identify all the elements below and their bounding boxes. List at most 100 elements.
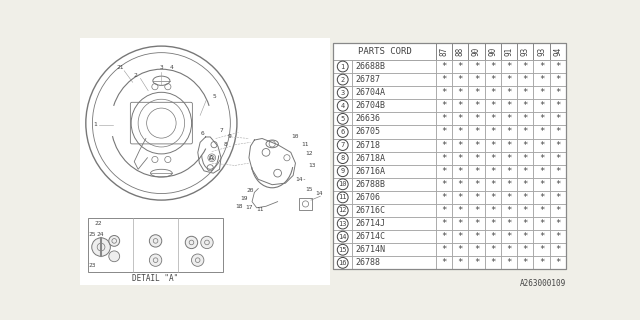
Bar — [333, 191, 352, 204]
Bar — [468, 112, 484, 125]
Bar — [436, 243, 452, 256]
Bar — [517, 60, 533, 73]
Bar — [333, 152, 352, 165]
Bar — [333, 43, 436, 60]
Bar — [517, 230, 533, 243]
Bar — [484, 217, 501, 230]
Text: *: * — [555, 167, 561, 176]
Bar — [533, 204, 550, 217]
Bar — [452, 152, 468, 165]
Text: *: * — [555, 114, 561, 124]
Text: *: * — [458, 88, 463, 97]
Bar — [501, 60, 517, 73]
Circle shape — [337, 114, 348, 124]
Text: *: * — [506, 127, 511, 136]
Text: *: * — [490, 245, 495, 254]
Text: 7: 7 — [220, 128, 224, 133]
Bar — [452, 73, 468, 86]
Text: DETAIL "A": DETAIL "A" — [132, 274, 179, 283]
Bar — [550, 191, 566, 204]
Text: *: * — [555, 62, 561, 71]
Bar — [484, 243, 501, 256]
Bar — [333, 86, 352, 99]
Text: 26718: 26718 — [356, 140, 381, 149]
Bar — [468, 204, 484, 217]
Bar — [550, 217, 566, 230]
Text: 16: 16 — [339, 260, 347, 266]
Text: *: * — [539, 167, 544, 176]
Bar — [484, 152, 501, 165]
Text: 3: 3 — [340, 90, 345, 96]
Bar — [333, 178, 352, 191]
Bar — [352, 230, 436, 243]
Bar — [333, 256, 352, 269]
Text: 6: 6 — [200, 131, 204, 136]
Text: 26788B: 26788B — [356, 180, 386, 189]
Text: 23: 23 — [89, 263, 96, 268]
Text: 26718A: 26718A — [356, 154, 386, 163]
Bar — [484, 125, 501, 139]
Bar — [436, 43, 452, 60]
Text: 9: 9 — [228, 134, 232, 140]
Bar — [468, 243, 484, 256]
Text: *: * — [539, 154, 544, 163]
Text: *: * — [522, 245, 528, 254]
Bar — [468, 230, 484, 243]
Text: *: * — [458, 75, 463, 84]
Text: *: * — [522, 193, 528, 202]
Text: *: * — [458, 180, 463, 189]
Bar — [352, 60, 436, 73]
Bar — [436, 217, 452, 230]
Circle shape — [337, 192, 348, 203]
Bar — [333, 112, 352, 125]
Text: 12: 12 — [339, 207, 347, 213]
Bar — [436, 256, 452, 269]
Text: *: * — [506, 140, 511, 149]
Circle shape — [337, 127, 348, 137]
Bar — [484, 230, 501, 243]
Text: *: * — [441, 75, 447, 84]
Circle shape — [201, 236, 213, 249]
Text: *: * — [506, 114, 511, 124]
Text: *: * — [474, 62, 479, 71]
Text: 17: 17 — [245, 205, 253, 210]
Circle shape — [92, 238, 110, 256]
Text: *: * — [458, 167, 463, 176]
Text: 1: 1 — [93, 122, 97, 127]
Circle shape — [337, 87, 348, 98]
Text: *: * — [555, 127, 561, 136]
Bar — [333, 43, 566, 269]
Text: *: * — [539, 245, 544, 254]
Text: *: * — [522, 140, 528, 149]
Bar — [517, 178, 533, 191]
Circle shape — [337, 153, 348, 164]
Bar — [352, 217, 436, 230]
Text: 2: 2 — [340, 76, 345, 83]
Bar — [452, 60, 468, 73]
Bar — [550, 178, 566, 191]
Text: 88: 88 — [456, 47, 465, 56]
Bar — [517, 43, 533, 60]
Bar — [352, 178, 436, 191]
Bar — [468, 125, 484, 139]
Bar — [501, 217, 517, 230]
Bar — [436, 165, 452, 178]
Text: *: * — [474, 232, 479, 241]
Text: *: * — [474, 180, 479, 189]
Bar — [501, 43, 517, 60]
Text: 14-: 14- — [295, 177, 307, 182]
Text: *: * — [474, 219, 479, 228]
Text: 26716C: 26716C — [356, 206, 386, 215]
Bar — [300, 198, 312, 210]
Text: 5: 5 — [340, 116, 345, 122]
Bar — [436, 60, 452, 73]
Bar — [517, 99, 533, 112]
Bar — [533, 256, 550, 269]
Text: *: * — [490, 258, 495, 267]
Text: *: * — [539, 193, 544, 202]
Bar — [533, 125, 550, 139]
Text: 1: 1 — [340, 63, 345, 69]
Text: *: * — [506, 154, 511, 163]
Text: PARTS CORD: PARTS CORD — [358, 47, 412, 56]
Text: 11: 11 — [339, 195, 347, 200]
